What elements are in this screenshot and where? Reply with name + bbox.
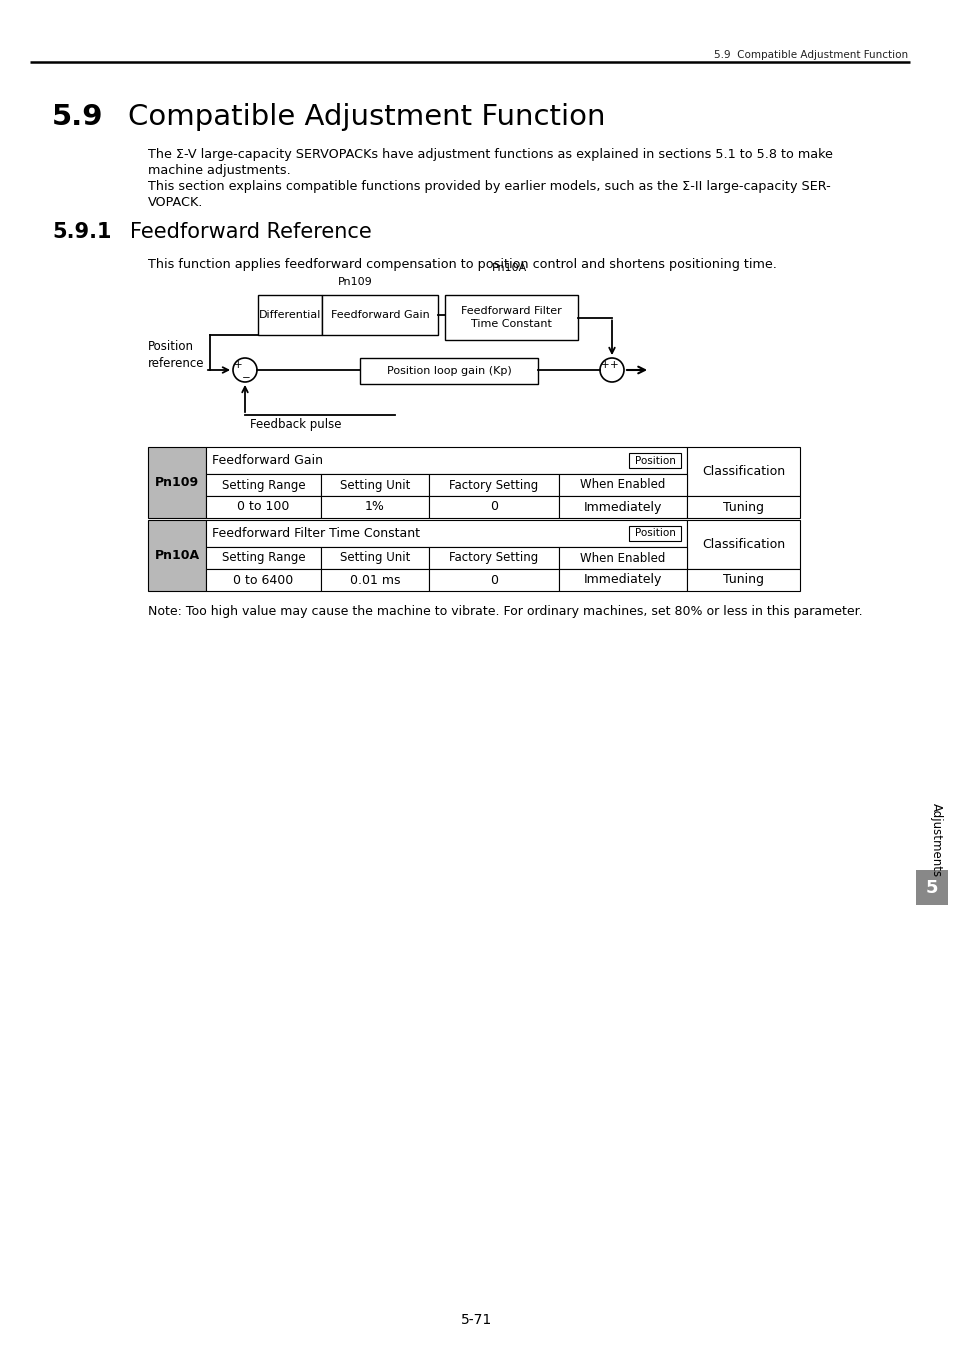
Bar (206, 568, 320, 591)
Text: This section explains compatible functions provided by earlier models, such as t: This section explains compatible functio… (148, 180, 830, 193)
Bar (429, 495, 558, 518)
Text: Compatible Adjustment Function: Compatible Adjustment Function (128, 103, 605, 131)
Bar (915, 869, 947, 904)
Bar (628, 526, 680, 541)
Bar (686, 447, 800, 495)
Bar (320, 568, 429, 591)
Bar (206, 447, 686, 474)
Text: Feedforward Filter
Time Constant: Feedforward Filter Time Constant (460, 306, 561, 329)
Text: Feedforward Reference: Feedforward Reference (130, 221, 372, 242)
Bar (359, 358, 537, 383)
Text: 0.01 ms: 0.01 ms (350, 574, 400, 586)
Bar (206, 520, 686, 547)
Bar (686, 568, 800, 591)
Bar (686, 495, 800, 518)
Text: Setting Unit: Setting Unit (339, 478, 410, 491)
Text: 0 to 6400: 0 to 6400 (233, 574, 294, 586)
Text: Adjustments: Adjustments (928, 803, 942, 878)
Bar (206, 547, 320, 568)
Text: 0 to 100: 0 to 100 (237, 501, 290, 513)
Text: 0: 0 (490, 574, 497, 586)
Text: 5-71: 5-71 (461, 1314, 492, 1327)
Text: Feedforward Gain: Feedforward Gain (212, 454, 323, 467)
Bar (558, 495, 686, 518)
Text: Setting Unit: Setting Unit (339, 552, 410, 564)
Text: Pn109: Pn109 (154, 477, 199, 489)
Bar (429, 568, 558, 591)
Text: When Enabled: When Enabled (579, 552, 665, 564)
Text: machine adjustments.: machine adjustments. (148, 163, 291, 177)
Bar (148, 447, 206, 518)
Text: 5.9.1: 5.9.1 (52, 221, 112, 242)
Text: Setting Range: Setting Range (221, 552, 305, 564)
Text: Position: Position (634, 528, 675, 539)
Bar (320, 547, 429, 568)
Text: Feedforward Gain: Feedforward Gain (331, 310, 429, 320)
Text: −: − (241, 373, 250, 383)
Text: Position: Position (634, 455, 675, 466)
Bar (320, 474, 429, 495)
Text: 0: 0 (490, 501, 497, 513)
Bar (558, 474, 686, 495)
Bar (206, 474, 320, 495)
Bar (429, 547, 558, 568)
Text: Differential: Differential (258, 310, 321, 320)
Text: Immediately: Immediately (583, 501, 661, 513)
Text: Feedback pulse: Feedback pulse (250, 418, 341, 431)
Text: Position loop gain (Kp): Position loop gain (Kp) (386, 366, 511, 377)
Text: Pn109: Pn109 (337, 277, 372, 288)
Text: When Enabled: When Enabled (579, 478, 665, 491)
Text: Position
reference: Position reference (148, 340, 204, 370)
Text: +: + (609, 360, 618, 370)
Bar (257, 296, 322, 335)
Text: Immediately: Immediately (583, 574, 661, 586)
Text: 5.9  Compatible Adjustment Function: 5.9 Compatible Adjustment Function (713, 50, 907, 59)
Text: 5: 5 (924, 879, 937, 896)
Text: Setting Range: Setting Range (221, 478, 305, 491)
Text: 5.9: 5.9 (52, 103, 103, 131)
Text: Classification: Classification (701, 464, 784, 478)
Bar (628, 454, 680, 468)
Text: The Σ-V large-capacity SERVOPACKs have adjustment functions as explained in sect: The Σ-V large-capacity SERVOPACKs have a… (148, 148, 832, 161)
Bar (320, 495, 429, 518)
Text: Tuning: Tuning (722, 501, 763, 513)
Text: VOPACK.: VOPACK. (148, 196, 203, 209)
Text: Classification: Classification (701, 539, 784, 551)
Text: +: + (600, 360, 609, 370)
Bar (686, 520, 800, 568)
Bar (444, 296, 578, 340)
Text: Feedforward Filter Time Constant: Feedforward Filter Time Constant (212, 526, 419, 540)
Bar (429, 474, 558, 495)
Text: This function applies feedforward compensation to position control and shortens : This function applies feedforward compen… (148, 258, 776, 271)
Bar (558, 568, 686, 591)
Text: 1%: 1% (365, 501, 384, 513)
Bar (558, 547, 686, 568)
Bar (148, 520, 206, 591)
Text: +: + (233, 360, 242, 370)
Text: Note: Too high value may cause the machine to vibrate. For ordinary machines, se: Note: Too high value may cause the machi… (148, 605, 862, 618)
Text: Pn10A: Pn10A (154, 549, 199, 562)
Text: Factory Setting: Factory Setting (449, 478, 538, 491)
Text: Tuning: Tuning (722, 574, 763, 586)
Text: Pn10A: Pn10A (492, 263, 527, 273)
Bar (322, 296, 437, 335)
Bar (206, 495, 320, 518)
Text: Factory Setting: Factory Setting (449, 552, 538, 564)
